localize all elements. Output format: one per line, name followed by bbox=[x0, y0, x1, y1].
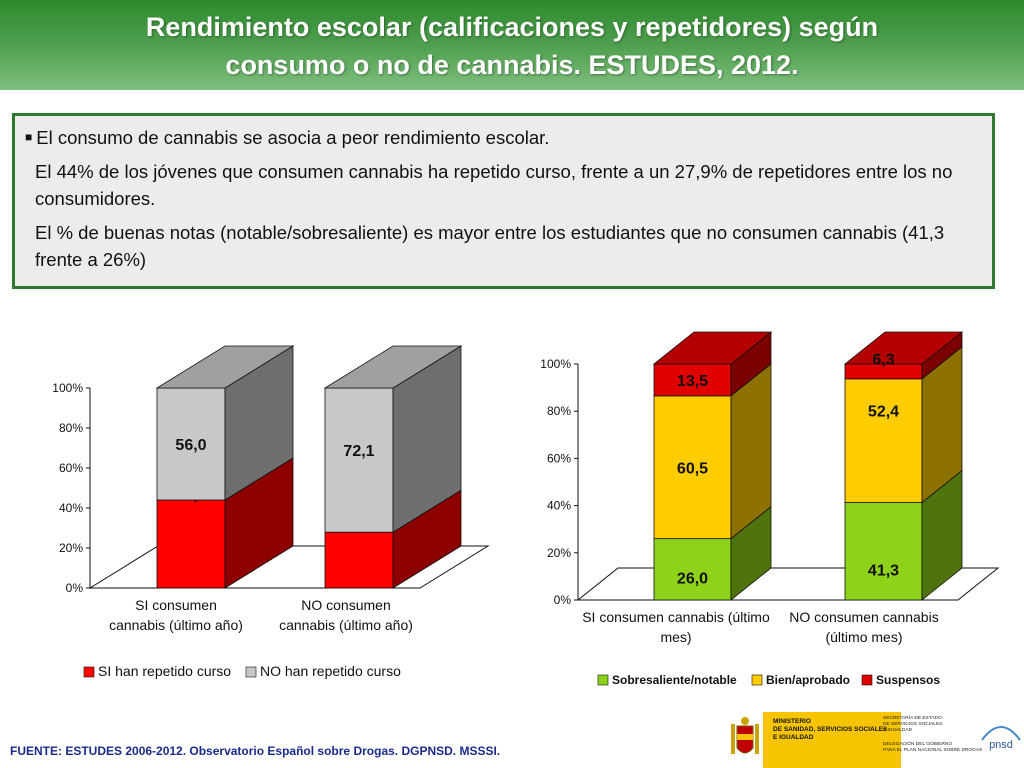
legend-item: Sobresaliente/notable bbox=[597, 673, 737, 687]
bar-segment-1-1-2 bbox=[843, 331, 964, 380]
legend-item: Bien/aprobado bbox=[751, 673, 850, 687]
bar-front bbox=[844, 502, 923, 601]
summary-bullet: ■ El consumo de cannabis se asocia a peor… bbox=[25, 124, 982, 151]
y-tick-label: 60% bbox=[59, 461, 83, 475]
data-label: 56,0 bbox=[175, 437, 206, 454]
category-label: (último mes) bbox=[825, 629, 902, 645]
data-label: 52,4 bbox=[868, 404, 899, 421]
legend-item: NO han repetido curso bbox=[245, 663, 401, 679]
summary-paragraph-2: El % de buenas notas (notable/sobresalie… bbox=[35, 222, 945, 270]
category-label: NO consumen bbox=[301, 597, 390, 613]
category-label: SI consumen cannabis (último bbox=[582, 609, 770, 625]
legend-item: Suspensos bbox=[861, 673, 940, 687]
category-label: SI consumen bbox=[135, 597, 217, 613]
bar-front bbox=[156, 387, 226, 501]
legend-swatch bbox=[861, 674, 873, 686]
legend-label: SI han repetido curso bbox=[98, 663, 231, 679]
bar-top bbox=[843, 331, 964, 365]
data-label: 26,0 bbox=[677, 570, 708, 587]
bar-segment-1-0-2 bbox=[652, 331, 773, 397]
logo-yellow-band bbox=[763, 712, 901, 768]
slide-title-line-2: consumo o no de cannabis. ESTUDES, 2012. bbox=[225, 50, 799, 80]
y-tick-label: 100% bbox=[540, 357, 571, 371]
category-label: cannabis (último año) bbox=[279, 617, 413, 633]
bar-top bbox=[323, 345, 463, 389]
bar-front bbox=[653, 538, 732, 601]
summary-box: ■ El consumo de cannabis se asocia a peor… bbox=[12, 113, 995, 289]
bar-segment-0-0-1 bbox=[155, 345, 295, 501]
legend-swatch bbox=[245, 666, 257, 678]
y-tick-label: 20% bbox=[59, 541, 83, 555]
data-label: 6,3 bbox=[872, 351, 894, 368]
bar-segment-1-0-0 bbox=[653, 505, 772, 601]
legend-swatch bbox=[83, 666, 95, 678]
source-note: FUENTE: ESTUDES 2006-2012. Observatorio … bbox=[10, 744, 501, 758]
y-tick-label: 40% bbox=[547, 499, 571, 513]
y-tick-label: 80% bbox=[59, 421, 83, 435]
y-tick-label: 60% bbox=[547, 451, 571, 465]
bar-top bbox=[155, 345, 295, 389]
legend-item: SI han repetido curso bbox=[83, 663, 231, 679]
y-tick-label: 20% bbox=[547, 546, 571, 560]
summary-paragraph-1: El 44% de los jóvenes que consumen canna… bbox=[35, 161, 953, 209]
slide-title-line-1: Rendimiento escolar (calificaciones y re… bbox=[145, 12, 879, 42]
data-label: 60,5 bbox=[677, 460, 708, 477]
bar-front bbox=[653, 395, 732, 540]
bar-front bbox=[324, 387, 394, 533]
y-tick-label: 80% bbox=[547, 404, 571, 418]
logo-ministry-text: MINISTERIO DE SANIDAD, SERVICIOS SOCIALE… bbox=[773, 718, 888, 741]
category-label: NO consumen cannabis bbox=[789, 609, 938, 625]
legend-swatch bbox=[751, 674, 763, 686]
coat-of-arms-icon bbox=[731, 717, 759, 754]
pnsd-logo-icon: pnsd bbox=[981, 726, 1021, 751]
title-bar: Rendimiento escolar (calificaciones y re… bbox=[0, 0, 1024, 90]
bar-top bbox=[652, 331, 773, 365]
ministry-logo: MINISTERIO DE SANIDAD, SERVICIOS SOCIALE… bbox=[725, 710, 1024, 768]
y-tick-label: 0% bbox=[66, 581, 84, 595]
logo-secretaria-text: SECRETARÍA DE ESTADO DE SERVICIOS SOCIAL… bbox=[883, 716, 943, 733]
bar-front bbox=[844, 378, 923, 503]
bar-front bbox=[156, 499, 226, 589]
data-label: 13,5 bbox=[677, 373, 708, 390]
category-label: cannabis (último año) bbox=[109, 617, 243, 633]
y-tick-label: 0% bbox=[554, 593, 572, 607]
chart-wall bbox=[578, 332, 618, 600]
legend-swatch bbox=[597, 674, 609, 686]
legend-label: Suspensos bbox=[876, 673, 940, 687]
data-label: 41,3 bbox=[868, 562, 899, 579]
square-bullet-icon: ■ bbox=[25, 130, 33, 144]
bar-segment-0-1-1 bbox=[323, 345, 463, 533]
y-tick-label: 100% bbox=[52, 381, 83, 395]
slide-title: Rendimiento escolar (calificaciones y re… bbox=[0, 8, 1024, 84]
summary-bullet-text: El consumo de cannabis se asocia a peor … bbox=[36, 127, 550, 148]
legend-label: Bien/aprobado bbox=[766, 673, 850, 687]
logo-delegacion-text: DELEGACIÓN DEL GOBIERNO PARA EL PLAN NAC… bbox=[883, 742, 983, 753]
pnsd-logo-text: pnsd bbox=[989, 739, 1013, 751]
legend-label: NO han repetido curso bbox=[260, 663, 401, 679]
bar-segment-0-0-0 bbox=[156, 457, 294, 589]
y-tick-label: 40% bbox=[59, 501, 83, 515]
bar-segment-1-0-1 bbox=[653, 363, 772, 540]
data-label: 72,1 bbox=[343, 443, 374, 460]
legend-label: Sobresaliente/notable bbox=[612, 673, 737, 687]
category-label: mes) bbox=[660, 629, 691, 645]
bar-segment-1-1-0 bbox=[844, 469, 963, 601]
